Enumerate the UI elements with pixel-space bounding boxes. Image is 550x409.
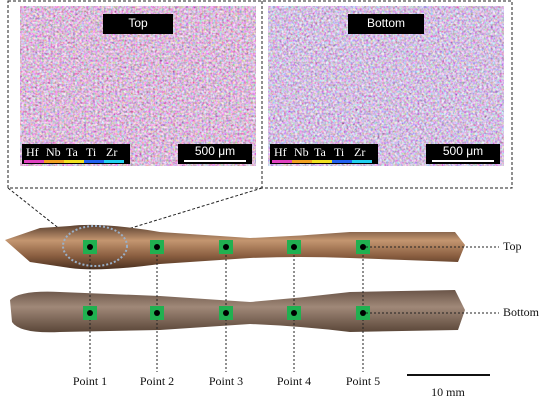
element-label: Ta — [66, 145, 78, 159]
element-color — [44, 160, 64, 163]
point-dot — [154, 244, 160, 250]
point-dot — [291, 244, 297, 250]
panel-title: Top — [128, 16, 148, 30]
region-outline — [62, 225, 128, 267]
element-color — [272, 160, 292, 163]
point-label: Point 1 — [73, 374, 107, 388]
title-box — [103, 14, 173, 34]
zoom-line — [7, 187, 67, 235]
element-label: Ti — [86, 145, 97, 159]
point-dot — [154, 310, 160, 316]
sample-top — [5, 224, 465, 270]
element-label: Nb — [294, 145, 309, 159]
scale-box — [426, 144, 500, 164]
element-label: Hf — [26, 145, 39, 159]
side-label: Top — [503, 239, 522, 253]
element-label: Hf — [274, 145, 287, 159]
point-label: Point 3 — [209, 374, 243, 388]
point-dot — [360, 244, 366, 250]
element-label: Nb — [46, 145, 61, 159]
element-label: Ti — [334, 145, 345, 159]
scale-box — [178, 144, 252, 164]
point-dot — [223, 244, 229, 250]
element-color — [292, 160, 312, 163]
element-color — [64, 160, 84, 163]
side-label: Bottom — [503, 305, 540, 319]
point-dot — [291, 310, 297, 316]
point-label: Point 4 — [277, 374, 311, 388]
legend-box — [22, 144, 130, 164]
panel-title: Bottom — [367, 16, 405, 30]
element-color — [332, 160, 352, 163]
element-color — [104, 160, 124, 163]
title-box — [348, 14, 424, 34]
element-label: Zr — [354, 145, 365, 159]
scale-label: 500 μm — [195, 144, 235, 158]
point-label: Point 2 — [140, 374, 174, 388]
element-color — [352, 160, 372, 163]
point-dot — [360, 310, 366, 316]
sample-bottom — [10, 290, 465, 333]
point-dot — [223, 310, 229, 316]
element-color — [84, 160, 104, 163]
point-dot — [87, 244, 93, 250]
legend-box — [270, 144, 378, 164]
scale-label: 500 μm — [443, 144, 483, 158]
element-color — [24, 160, 44, 163]
zoom-line — [117, 187, 263, 233]
inset-frame — [7, 0, 513, 189]
element-label: Ta — [314, 145, 326, 159]
point-dot — [87, 310, 93, 316]
element-label: Zr — [106, 145, 117, 159]
point-label: Point 5 — [346, 374, 380, 388]
scale-bar-label: 10 mm — [431, 385, 465, 399]
element-color — [312, 160, 332, 163]
